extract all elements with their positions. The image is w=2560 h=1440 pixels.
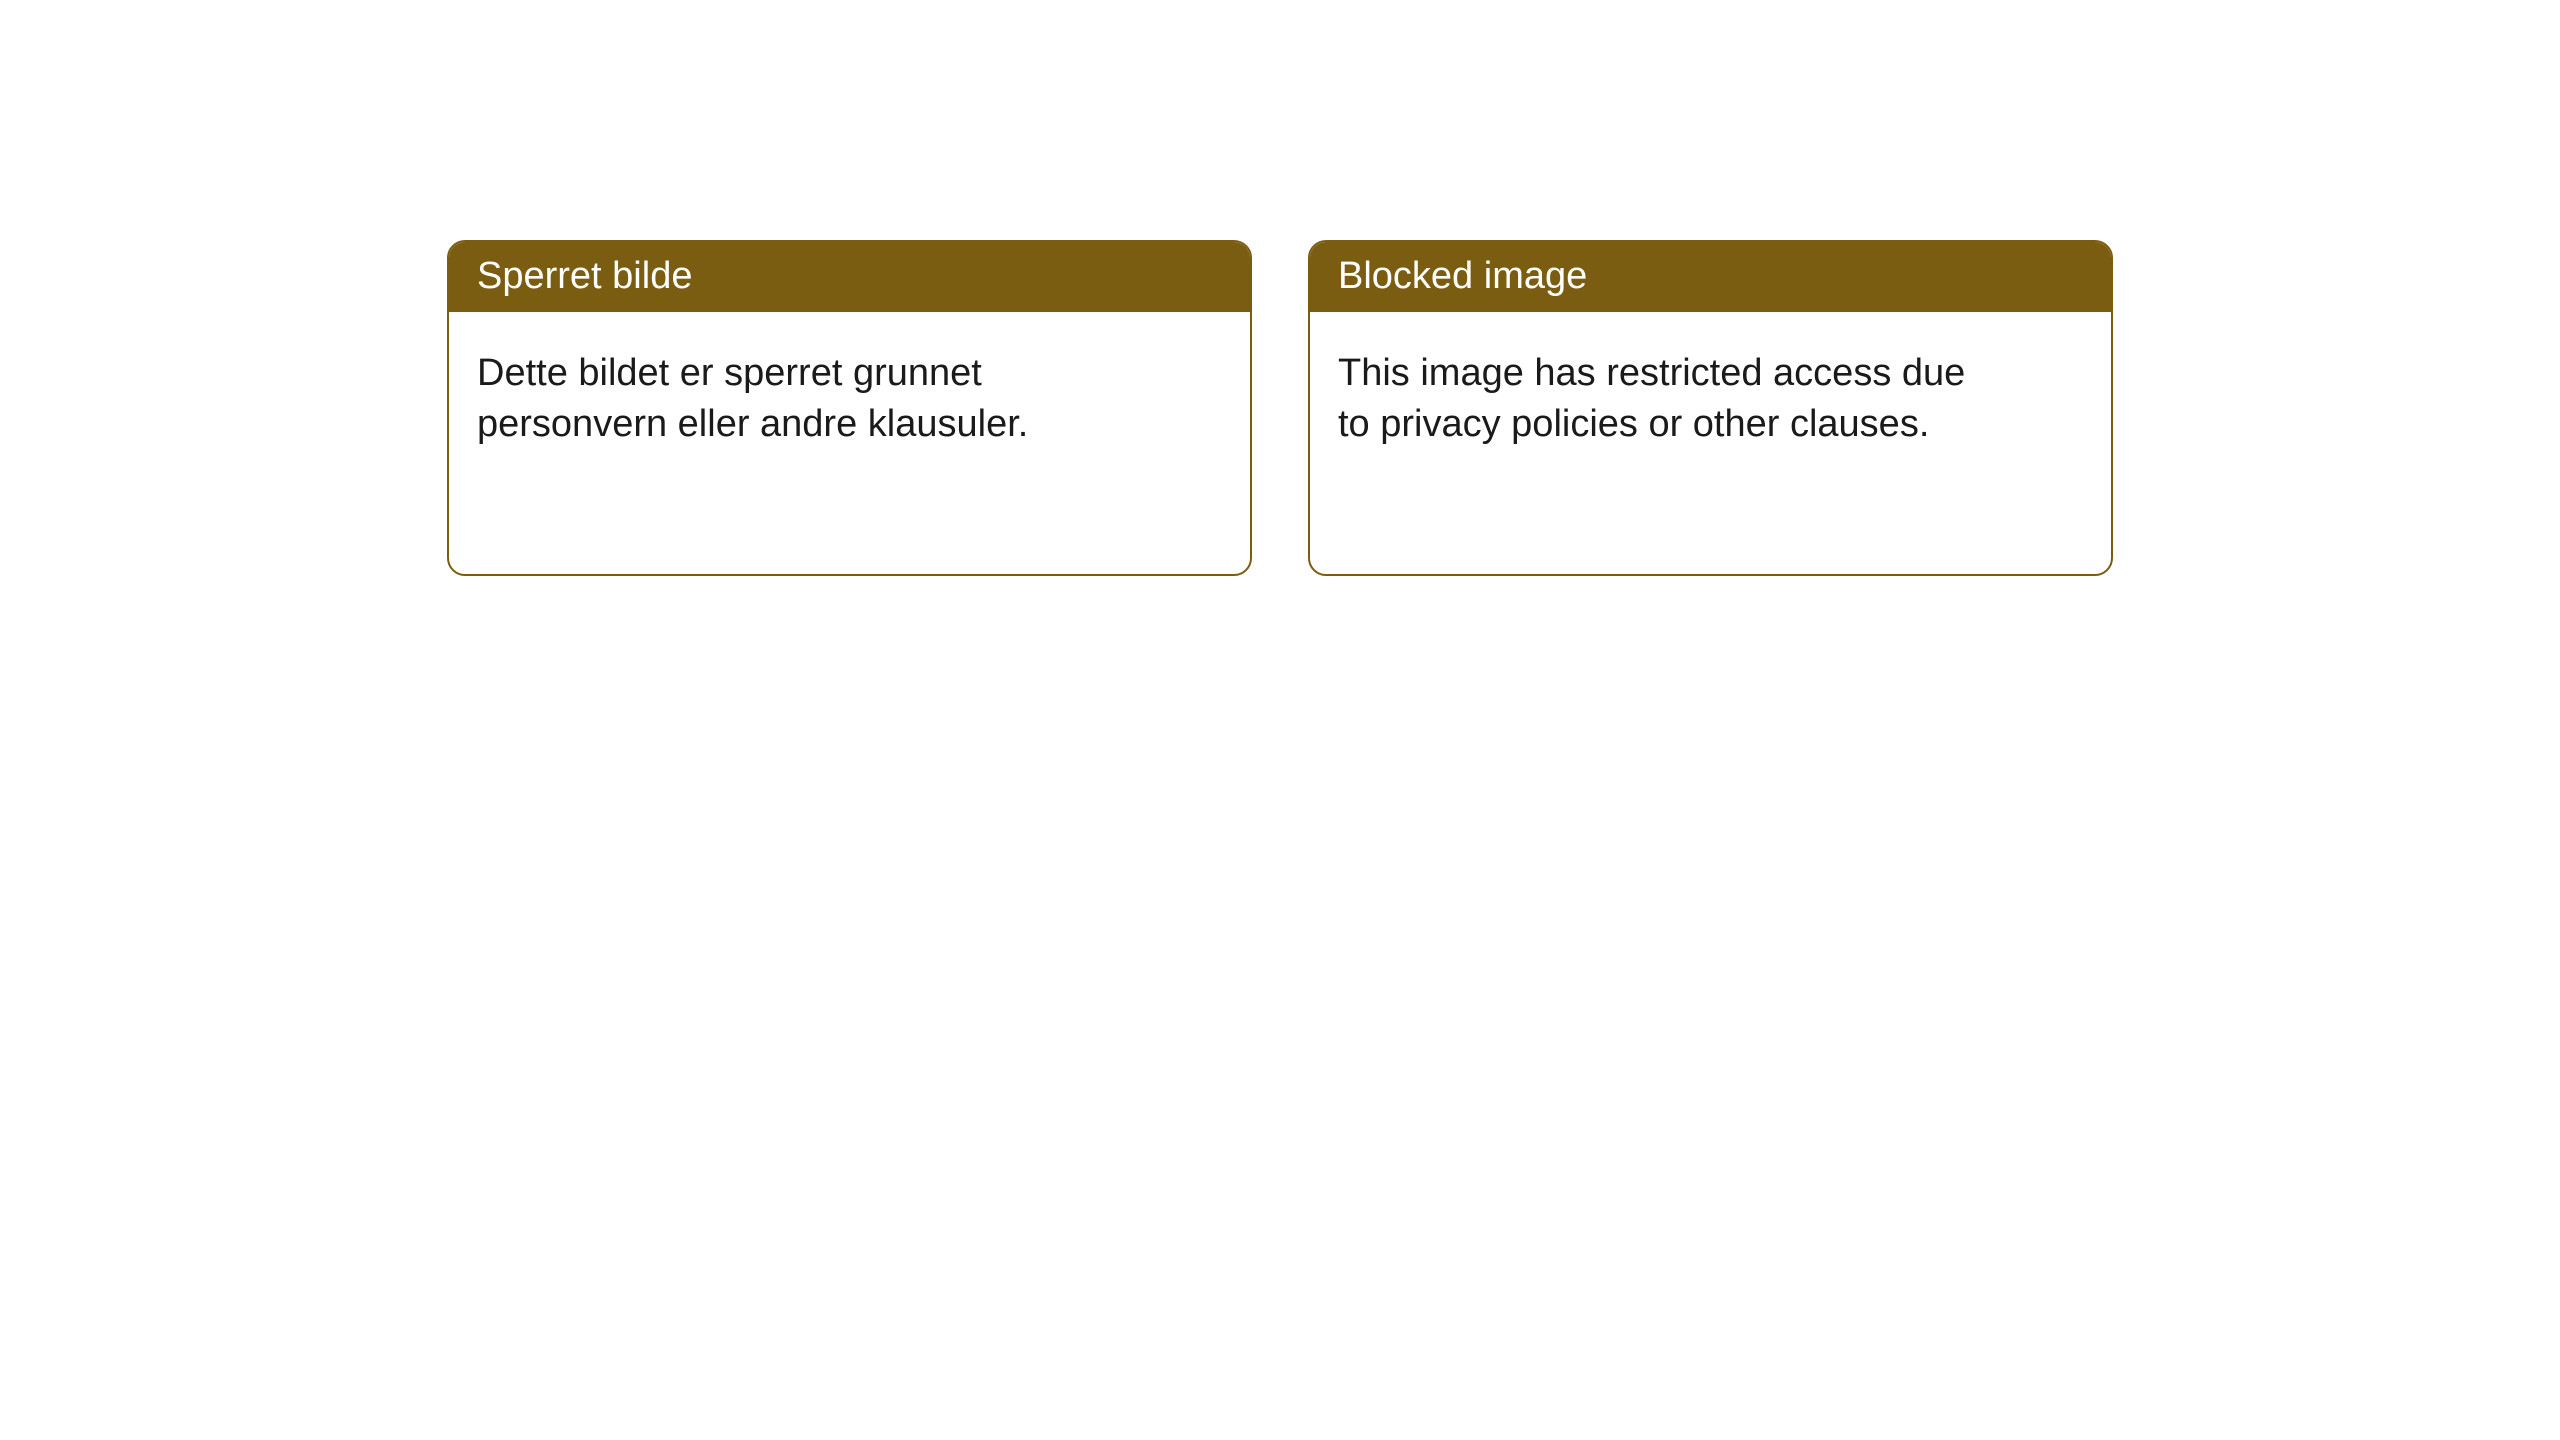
card-body-text: This image has restricted access due to … bbox=[1338, 352, 1965, 445]
card-title: Blocked image bbox=[1338, 255, 1587, 297]
card-header: Sperret bilde bbox=[449, 242, 1250, 312]
card-title: Sperret bilde bbox=[477, 255, 692, 297]
card-body: This image has restricted access due to … bbox=[1310, 312, 2000, 487]
card-header: Blocked image bbox=[1310, 242, 2111, 312]
notice-container: Sperret bilde Dette bildet er sperret gr… bbox=[447, 240, 2113, 576]
notice-card-norwegian: Sperret bilde Dette bildet er sperret gr… bbox=[447, 240, 1252, 576]
card-body-text: Dette bildet er sperret grunnet personve… bbox=[477, 352, 1028, 445]
card-body: Dette bildet er sperret grunnet personve… bbox=[449, 312, 1139, 487]
notice-card-english: Blocked image This image has restricted … bbox=[1308, 240, 2113, 576]
